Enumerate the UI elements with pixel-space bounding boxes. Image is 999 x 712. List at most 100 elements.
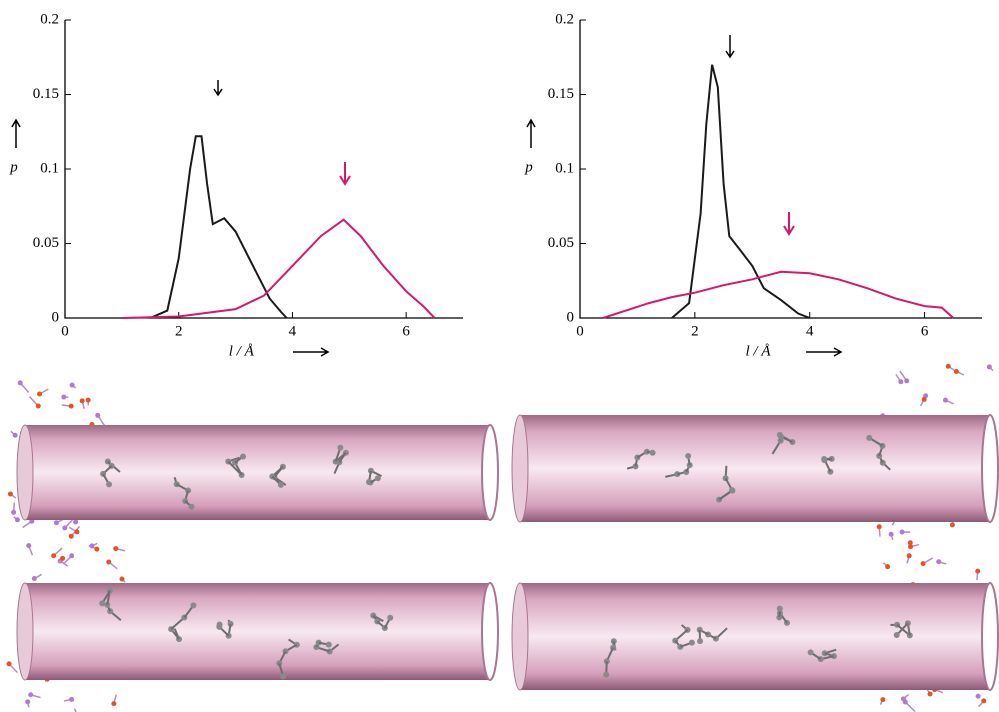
tube [520,415,990,522]
molecule-atom [106,481,113,488]
molecule-atom [807,649,814,656]
molecule-atom [240,453,247,460]
y-tick-label: 0.15 [548,86,574,102]
tube [25,583,490,680]
chart: 0 0.05 0.1 0.15 0.2 0 2 4 6 p l / Å [9,11,463,359]
molecule-atom [374,475,381,482]
nanotube-illustration [6,363,999,712]
atom [95,412,101,418]
x-tick-label: 2 [175,323,183,339]
tube-end [16,424,34,521]
atom [26,543,32,549]
atom [111,701,117,707]
atom [51,553,57,559]
atom [119,576,125,582]
atom [35,403,41,409]
atom [942,397,948,403]
molecule-atom [776,605,783,612]
chart: 0 0.05 0.1 0.15 0.2 0 2 4 6 p l / Å [524,11,982,359]
atom [37,391,43,397]
atom [79,398,85,404]
molecule-atom [778,433,785,440]
atom [907,540,913,546]
x-axis-label: l / Å [229,343,255,359]
atom [14,517,20,523]
molecule-atom [337,444,344,451]
molecule-atom [649,449,656,456]
atom [6,661,12,667]
molecule-atom [188,503,195,510]
tube-end [16,582,34,681]
atom [885,564,891,570]
atom [69,382,75,388]
atom [936,559,942,565]
atom [920,561,926,567]
atom [986,364,992,370]
atom [69,553,75,559]
x-tick-label: 0 [61,323,69,339]
atom [7,491,13,497]
atom [902,699,908,705]
y-tick-label: 0.1 [40,160,59,176]
tube-end [981,582,999,691]
atom [85,397,91,403]
atom [975,568,981,574]
atom [61,394,67,400]
x-axis-label: l / Å [746,343,772,359]
tube-end [511,582,529,691]
y-axis-label: p [524,159,533,175]
x-tick-label: 2 [691,323,699,339]
molecule-atom [387,614,394,621]
y-tick-label: 0.05 [33,235,59,251]
atom [11,509,17,515]
atom [880,697,886,703]
tube-end [511,414,529,523]
y-axis-label: p [9,159,18,175]
atom [876,524,882,530]
y-tick-label: 0 [567,309,575,325]
molecule-atom [280,673,287,680]
atom [73,519,79,525]
atom [113,546,119,552]
atom [927,691,933,697]
atom [60,555,66,561]
x-tick-label: 4 [806,323,814,339]
atom [899,529,905,535]
atom [17,380,23,386]
atom [12,432,18,438]
atom [68,533,74,539]
atom [921,396,927,402]
y-tick-label: 0.1 [555,160,574,176]
tube-end [481,424,499,521]
atom [953,369,959,375]
atom [62,525,68,531]
atom [906,553,912,559]
atom [949,522,955,528]
molecule-atom [685,452,692,459]
axes [579,20,982,319]
tube [25,425,490,520]
tube-end [481,582,499,681]
atom [106,559,112,565]
atom [25,699,31,705]
molecule-atom [277,481,284,488]
atom [904,378,910,384]
axes [64,20,463,319]
atom [28,692,34,698]
molecule-atom [697,638,704,645]
atom [888,531,894,537]
molecule-atom [893,632,900,639]
molecule-atom [729,487,736,494]
atom [981,698,987,704]
molecule-atom [190,602,197,609]
molecule-atom [99,600,106,607]
atom [31,576,37,582]
atom [68,403,74,409]
data-line [149,135,288,319]
y-tick-label: 0.15 [33,86,59,102]
atom [29,518,35,524]
molecule-atom [325,641,332,648]
atom [69,696,75,702]
atom [94,546,100,552]
